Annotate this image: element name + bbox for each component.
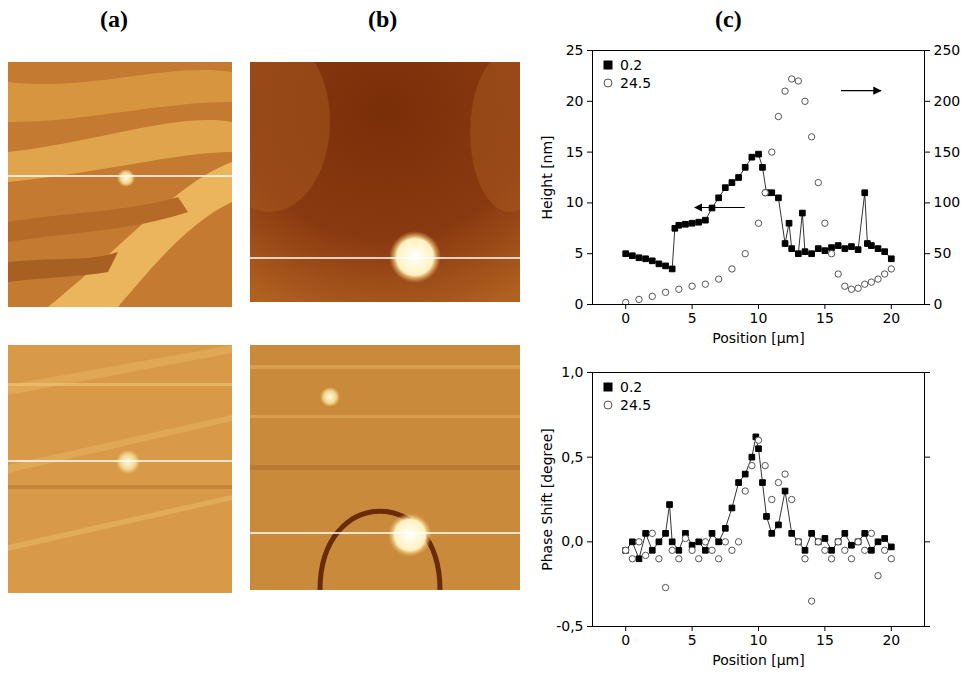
- svg-text:5: 5: [575, 245, 584, 261]
- svg-text:15: 15: [566, 144, 584, 160]
- svg-text:5: 5: [688, 632, 697, 648]
- svg-text:Height [nm]: Height [nm]: [539, 135, 555, 219]
- svg-text:10: 10: [750, 632, 768, 648]
- svg-text:15: 15: [816, 632, 834, 648]
- svg-text:200: 200: [934, 93, 961, 109]
- svg-text:100: 100: [934, 194, 961, 210]
- html-text:(b): (b): [368, 6, 398, 32]
- svg-text:0,0: 0,0: [561, 533, 583, 549]
- svg-text:20: 20: [882, 632, 900, 648]
- svg-text:250: 250: [934, 42, 961, 58]
- html-text:24.5: 24.5: [620, 75, 652, 91]
- svg-text:10: 10: [566, 194, 584, 210]
- svg-text:25: 25: [566, 42, 584, 58]
- svg-text:20: 20: [566, 93, 584, 109]
- svg-text:50: 50: [934, 245, 952, 261]
- svg-text:Position [μm]: Position [μm]: [712, 652, 804, 668]
- svg-text:0: 0: [575, 296, 584, 312]
- svg-text:Position [μm]: Position [μm]: [712, 330, 804, 346]
- svg-text:15: 15: [816, 310, 834, 326]
- svg-text:0: 0: [621, 310, 630, 326]
- html-text:0.2: 0.2: [620, 57, 643, 73]
- svg-text:20: 20: [882, 310, 900, 326]
- svg-text:-0,5: -0,5: [556, 618, 583, 634]
- svg-text:150: 150: [934, 144, 961, 160]
- svg-text:5: 5: [688, 310, 697, 326]
- svg-text:1,0: 1,0: [561, 364, 583, 380]
- svg-text:0: 0: [621, 632, 630, 648]
- html-text:24.5: 24.5: [620, 397, 652, 413]
- svg-text:0,5: 0,5: [561, 449, 583, 465]
- html-text:0.2: 0.2: [620, 379, 643, 395]
- svg-text:10: 10: [750, 310, 768, 326]
- html-text:(c): (c): [715, 6, 742, 32]
- html-text:(a): (a): [100, 6, 128, 32]
- svg-text:0: 0: [934, 296, 943, 312]
- svg-text:Phase Shift [degree]: Phase Shift [degree]: [539, 428, 555, 571]
